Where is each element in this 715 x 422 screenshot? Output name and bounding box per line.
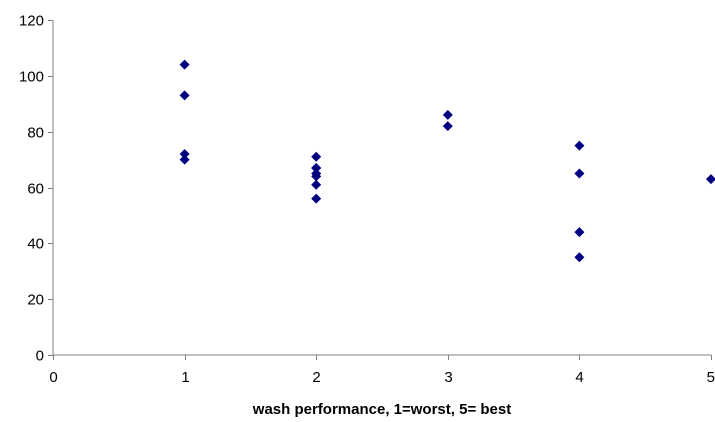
data-point	[179, 90, 190, 101]
x-tick-label: 1	[181, 369, 189, 386]
y-tick-label: 120	[19, 13, 44, 30]
data-point	[311, 193, 322, 204]
y-tick-label: 80	[27, 125, 44, 142]
data-point	[442, 121, 453, 132]
data-point	[706, 174, 715, 185]
y-tick-label: 40	[27, 236, 44, 253]
y-axis: 0 20 40 60 80 100 120	[19, 13, 54, 365]
data-point	[179, 149, 190, 159]
x-tick-label: 4	[575, 369, 583, 386]
data-point	[574, 252, 585, 263]
x-axis: 0 1 2 3 4 5	[49, 354, 715, 386]
x-tick-label: 5	[707, 369, 715, 386]
x-tick-label: 2	[312, 369, 320, 386]
data-point	[574, 140, 585, 151]
data-point	[311, 171, 322, 182]
data-point	[311, 179, 322, 190]
data-point	[574, 227, 585, 238]
y-tick-label: 20	[27, 292, 44, 309]
x-tick-label: 3	[444, 369, 452, 386]
data-point	[442, 109, 453, 120]
data-point	[311, 151, 322, 162]
y-tick-label: 0	[36, 348, 44, 365]
data-point	[574, 168, 585, 179]
y-tick-label: 100	[19, 69, 44, 86]
data-point	[179, 154, 190, 165]
data-point	[311, 162, 322, 173]
data-point	[179, 59, 190, 70]
x-axis-title: wash performance, 1=worst, 5= best	[252, 401, 511, 418]
x-tick-label: 0	[49, 369, 57, 386]
y-tick-label: 60	[27, 181, 44, 198]
data-points	[179, 59, 715, 263]
